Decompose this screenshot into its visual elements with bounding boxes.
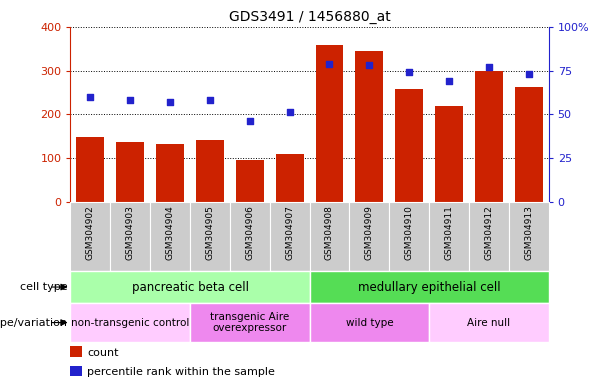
Bar — [389, 202, 429, 271]
Text: count: count — [87, 348, 119, 358]
Title: GDS3491 / 1456880_at: GDS3491 / 1456880_at — [229, 10, 390, 25]
Bar — [316, 45, 343, 202]
Bar — [70, 202, 110, 271]
Bar — [310, 271, 549, 303]
Text: GSM304908: GSM304908 — [325, 205, 334, 260]
Point — [205, 97, 215, 103]
Bar — [70, 271, 310, 303]
Bar — [435, 106, 463, 202]
Bar — [70, 303, 190, 342]
Text: cell type: cell type — [20, 282, 67, 292]
Text: GSM304905: GSM304905 — [205, 205, 215, 260]
Text: GSM304910: GSM304910 — [405, 205, 414, 260]
Text: GSM304902: GSM304902 — [86, 205, 95, 260]
Point — [125, 97, 135, 103]
Point — [444, 78, 454, 84]
Bar — [276, 154, 303, 202]
Text: pancreatic beta cell: pancreatic beta cell — [132, 281, 248, 293]
Bar — [70, 366, 83, 376]
Bar — [429, 303, 549, 342]
Bar — [236, 160, 264, 202]
Bar — [395, 89, 423, 202]
Point — [325, 61, 335, 67]
Text: GSM304913: GSM304913 — [524, 205, 533, 260]
Point — [484, 64, 494, 70]
Point — [364, 62, 374, 68]
Bar — [475, 71, 503, 202]
Bar — [429, 202, 469, 271]
Text: GSM304912: GSM304912 — [484, 205, 493, 260]
Text: genotype/variation: genotype/variation — [0, 318, 67, 328]
Bar — [156, 144, 184, 202]
Text: wild type: wild type — [346, 318, 393, 328]
Point — [166, 99, 175, 105]
Text: transgenic Aire
overexpressor: transgenic Aire overexpressor — [210, 312, 289, 333]
Text: GSM304906: GSM304906 — [245, 205, 254, 260]
Text: Aire null: Aire null — [467, 318, 511, 328]
Text: non-transgenic control: non-transgenic control — [71, 318, 189, 328]
Text: GSM304909: GSM304909 — [365, 205, 374, 260]
Text: GSM304904: GSM304904 — [166, 205, 175, 260]
Point — [86, 94, 96, 100]
Text: GSM304911: GSM304911 — [444, 205, 454, 260]
Bar — [469, 202, 509, 271]
Bar — [190, 303, 310, 342]
Point — [245, 118, 255, 124]
Bar — [356, 51, 383, 202]
Bar — [349, 202, 389, 271]
Text: medullary epithelial cell: medullary epithelial cell — [358, 281, 500, 293]
Bar — [77, 137, 104, 202]
Point — [284, 109, 294, 116]
Bar — [110, 202, 150, 271]
Bar — [70, 346, 83, 357]
Point — [405, 69, 414, 75]
Bar — [196, 141, 224, 202]
Text: GSM304903: GSM304903 — [126, 205, 135, 260]
Bar — [270, 202, 310, 271]
Bar — [310, 303, 429, 342]
Bar — [509, 202, 549, 271]
Bar — [150, 202, 190, 271]
Bar — [116, 142, 144, 202]
Bar — [190, 202, 230, 271]
Text: GSM304907: GSM304907 — [285, 205, 294, 260]
Bar — [230, 202, 270, 271]
Bar — [515, 87, 543, 202]
Point — [524, 71, 533, 77]
Text: percentile rank within the sample: percentile rank within the sample — [87, 367, 275, 377]
Bar — [310, 202, 349, 271]
